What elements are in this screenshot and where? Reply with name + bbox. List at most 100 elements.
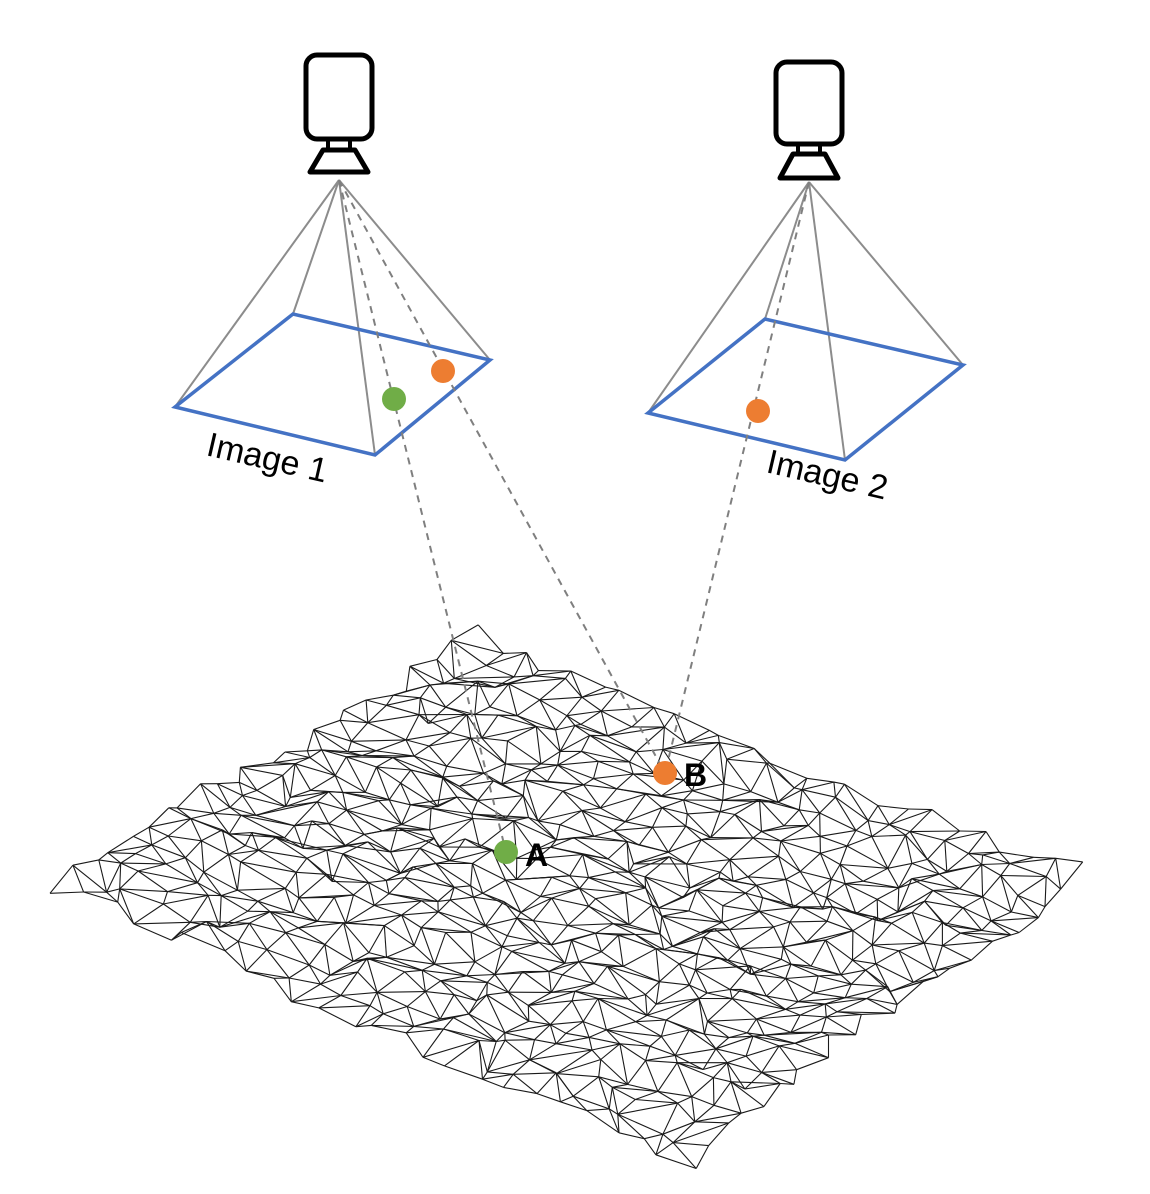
mesh-edge [780,824,809,842]
mesh-edge [400,782,411,806]
mesh-edge [729,926,774,931]
mesh-edge [165,857,186,865]
mesh-edge [960,932,993,942]
mesh-edge [549,1000,573,1025]
mesh-edge [167,818,192,837]
mesh-edge [750,762,767,792]
mesh-edge [376,992,384,1014]
mesh-edge [412,866,455,888]
mesh-edge [364,766,378,793]
mesh-edge [384,914,402,927]
mesh-edge [717,956,751,967]
mesh-edge [133,903,164,925]
mesh-edge [1010,931,1020,936]
mesh-edge [679,963,696,971]
mesh-edge [726,1062,732,1082]
mesh-edge [564,678,583,698]
mesh-edge [326,849,344,855]
mesh-edge [508,683,540,701]
mesh-edge [422,1028,444,1058]
mesh-edge [229,806,242,816]
mesh-edge [581,810,595,837]
mesh-edge [618,933,636,936]
mesh-edge [251,832,276,839]
mesh-edge [643,1138,657,1156]
mesh-edge [820,1016,827,1033]
mesh-edge [653,707,665,728]
mesh-edge [443,680,479,684]
mesh-edge [659,963,680,983]
mesh-edge [557,750,582,766]
mesh-edge [151,844,167,865]
mesh-edge [871,824,890,837]
mesh-edge [481,737,506,765]
mesh-edge [694,1121,729,1124]
mesh-edge [713,1077,732,1083]
mesh-edge [459,772,484,787]
mesh-edge [555,715,568,731]
mesh-edge [793,1069,798,1085]
mesh-edge [321,749,336,776]
mesh-edge [229,795,243,808]
mesh-edge [727,1062,762,1074]
mesh-edge [410,769,443,779]
mesh-edge [106,862,122,893]
mesh-edge [685,825,711,839]
mesh-edge [503,1086,538,1095]
mesh-edge [329,957,368,976]
mesh-edge [658,907,663,917]
mesh-edge [582,1021,590,1038]
mesh-edge [489,706,518,717]
mesh-edge [470,737,506,765]
mesh-edge [729,929,741,949]
mesh-edge [516,912,522,919]
mesh-edge [437,911,472,933]
mesh-edge [769,762,808,779]
mesh-edge [750,965,786,980]
mesh-edge [328,809,347,825]
projection-rays [338,179,810,853]
mesh-edge [239,766,258,791]
mesh-edge [688,889,698,912]
mesh-edge [852,959,876,965]
mesh-edge [242,795,257,816]
mesh-edge [607,735,637,753]
mesh-edge [897,900,925,913]
mesh-edge [557,760,599,766]
mesh-edge [740,988,786,1010]
mesh-edge [549,1024,557,1044]
mesh-edge [481,725,537,739]
mesh-edge [374,904,402,916]
mesh-edge [944,840,969,854]
mesh-edge [228,845,246,855]
mesh-edge [635,1098,678,1104]
mesh-edge [820,829,856,837]
mesh-edge [659,933,665,950]
mesh-edge [340,994,371,1007]
mesh-edge [683,799,721,813]
mesh-edge [739,948,752,975]
mesh-edge [290,791,329,798]
mesh-edge [505,879,541,897]
mesh-edge [628,871,646,878]
mesh-edge [440,980,478,1002]
mesh-edge [316,896,335,922]
mesh-edge [752,831,762,839]
mesh-edge [891,911,913,924]
ray-camera1-B [338,179,666,774]
mesh-edge [656,997,699,1005]
mesh-edge [780,840,801,872]
mesh-edge [345,844,391,853]
mesh-edge [627,1083,659,1092]
mesh-edge [661,807,688,815]
mesh-edge [468,1013,506,1034]
mesh-edge [534,839,557,851]
mesh-edge [477,680,491,708]
mesh-edge [750,958,782,975]
mesh-edge [696,889,723,923]
mesh-edge [707,988,731,994]
mesh-edge [1045,876,1061,890]
mesh-edge [486,994,530,1022]
image-2-label: Image 2 [763,443,891,508]
mesh-edge [574,725,591,736]
